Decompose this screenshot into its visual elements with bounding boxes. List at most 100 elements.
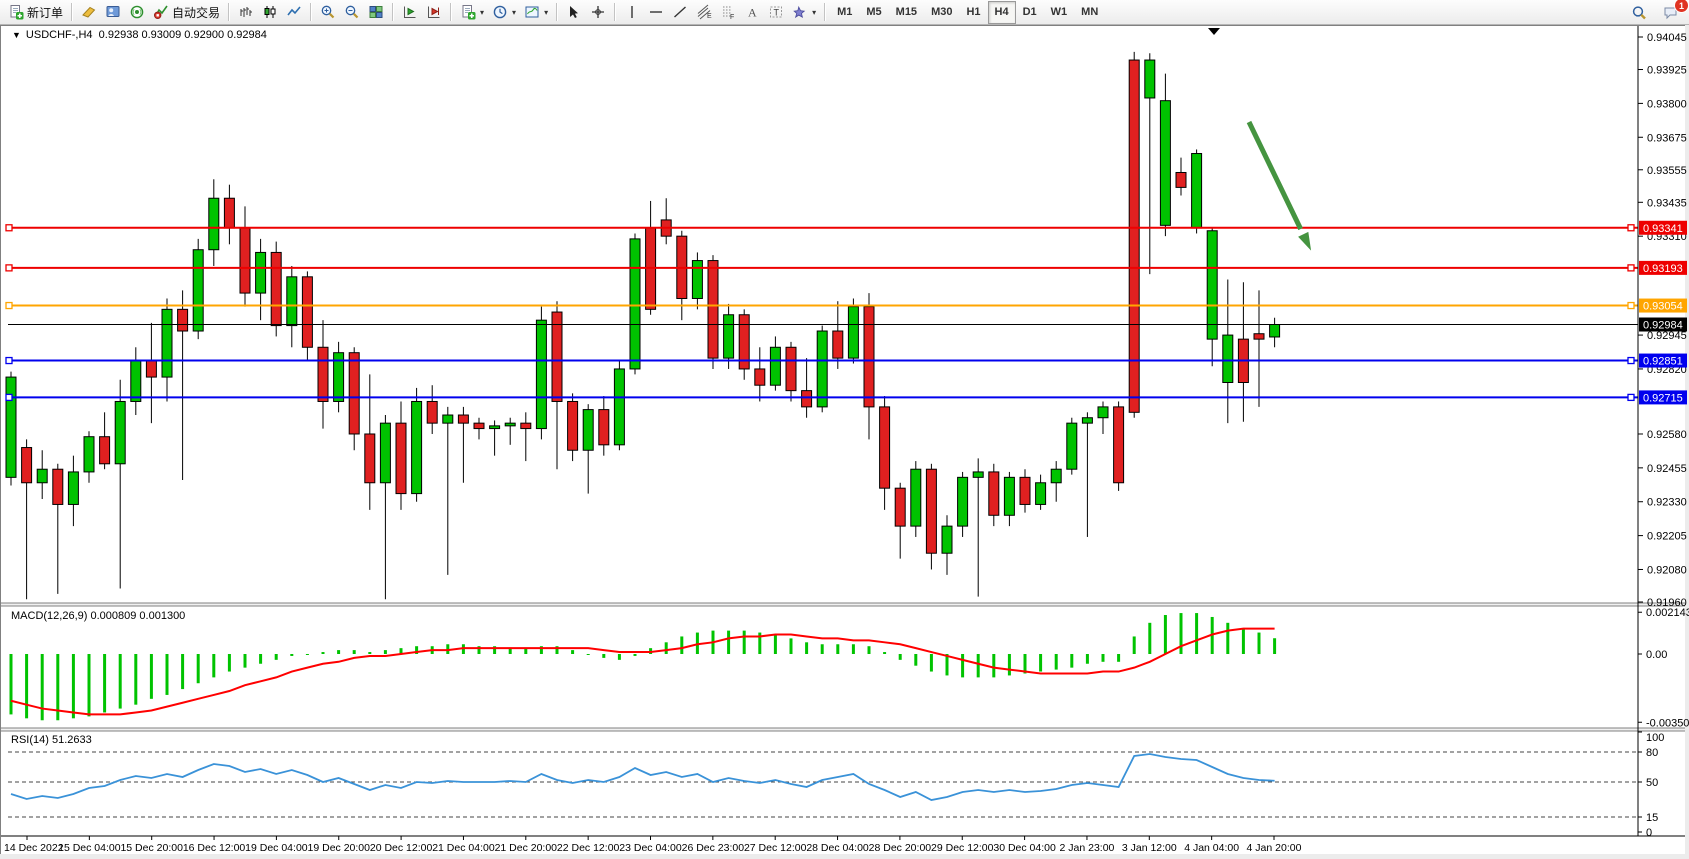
template-icon [525,6,539,18]
grid-f-icon: F [723,6,734,20]
green-signal-icon [130,5,144,19]
toolbar-separator [450,3,453,21]
rsi-value: 51.2633 [51,734,92,746]
time-axis-label: 21 Dec 04:00 [432,842,495,854]
rsi-axis-tick: 80 [1646,747,1658,759]
time-axis-label: 22 Dec 12:00 [557,842,620,854]
price-axis-tick: 0.92455 [1647,463,1687,475]
rsi-line [10,753,1275,801]
main-toolbar: 新订单 自动交易 ▾ ▾ ▾ E F A T ▾ M1 M5 M15 M30 H1 H4 D1 W1 MN 1 [0,0,1689,25]
time-axis-label: 15 Dec 04:00 [58,842,121,854]
time-axis-label: 4 Jan 20:00 [1247,842,1302,854]
time-axis-label: 16 Dec 12:00 [183,842,246,854]
time-axis-label: 19 Dec 04:00 [245,842,308,854]
crosshair-button[interactable] [586,1,610,24]
autoscroll-icon [404,6,416,18]
bar-chart-button[interactable] [234,1,258,24]
svg-text:F: F [730,14,734,20]
tile-windows-button[interactable] [364,1,388,24]
profiles-button[interactable]: ▾ [488,1,520,24]
trendline-button[interactable] [668,1,692,24]
macd-signal-line [10,627,1275,716]
toolbar-separator [392,3,395,21]
price-level-tag: 0.92851 [1643,356,1683,368]
zoom-in-button[interactable] [316,1,340,24]
svg-text:T: T [774,8,780,18]
search-button[interactable] [1627,1,1651,24]
fibonacci-button[interactable]: E [692,1,716,24]
timeframe-h1-button[interactable]: H1 [966,6,981,18]
time-axis-label: 14 Dec 2022 [4,842,64,854]
templates-button[interactable]: ▾ [520,1,552,24]
price-level-tag: 0.93054 [1643,301,1683,313]
price-axis-tick: 0.92080 [1647,564,1687,576]
time-axis-label: 19 Dec 20:00 [308,842,371,854]
timeframe-m30-button[interactable]: M30 [931,6,953,18]
chart-shift-button[interactable] [422,1,446,24]
text-label-button[interactable]: T [764,1,788,24]
zoom-in-icon [321,5,335,19]
vertical-line-button[interactable] [620,1,644,24]
timeframe-m5-button[interactable]: M5 [866,6,882,18]
macd-values: 0.000809 0.001300 [90,610,186,622]
chart-title-collapse-icon[interactable]: ▼ [12,30,21,40]
price-level-tag: 0.92715 [1643,392,1683,404]
rsi-axis-tick: 0 [1646,827,1652,839]
timeframe-m1-button[interactable]: M1 [837,6,853,18]
toolbar-separator [614,3,617,21]
autotrade-icon [154,5,168,20]
text-button[interactable]: A [740,1,764,24]
price-axis-tick: 0.93800 [1647,98,1687,110]
rsi-axis-tick: 15 [1646,812,1658,824]
linechart-icon [287,6,301,16]
toolbar-separator [824,3,827,21]
svg-text:E: E [707,13,712,20]
cursor-button[interactable] [562,1,586,24]
price-level-tag: 0.93341 [1643,223,1683,235]
timeframe-mn-button[interactable]: MN [1081,6,1099,18]
horizontal-line-button[interactable] [644,1,668,24]
timeframe-w1-button[interactable]: W1 [1050,6,1068,18]
vline-icon [631,6,633,18]
chat-button[interactable]: 1 [1659,0,1689,24]
toolbar-separator [310,3,313,21]
timeframe-d1-button[interactable]: D1 [1022,6,1037,18]
tiles-icon [369,6,383,18]
doc-plus-icon [10,5,24,20]
fibo-icon: E [697,4,712,20]
market-watch-button[interactable] [101,1,125,24]
candlestick-chart-button[interactable] [258,1,282,24]
time-axis-label: 23 Dec 04:00 [619,842,682,854]
price-axis-tick: 0.93435 [1647,197,1687,209]
arrows-button[interactable]: ▾ [788,1,820,24]
timeframe-m15-button[interactable]: M15 [895,6,918,18]
time-axis-label: 30 Dec 04:00 [993,842,1056,854]
macd-indicator-label: MACD(12,26,9) 0.000809 0.001300 [11,610,185,622]
cursor-icon [570,6,579,18]
signals-button[interactable] [125,1,149,24]
text-a-icon: A [748,6,757,20]
new-order-button[interactable]: 新订单 [4,1,67,24]
auto-scroll-button[interactable] [398,1,422,24]
timeframe-h4-button[interactable]: H4 [987,0,1016,24]
chart-ohlc-values: 0.92938 0.93009 0.92900 0.92984 [98,29,267,41]
search-icon [1632,5,1646,19]
rsi-axis-tick: 50 [1646,777,1658,789]
channels-button[interactable]: F [716,1,740,24]
time-axis-label: 2 Jan 23:00 [1060,842,1115,854]
trendline-icon [674,6,687,18]
autotrading-button[interactable]: 自动交易 [149,1,224,24]
line-chart-button[interactable] [282,1,306,24]
rsi-indicator-label: RSI(14) 51.2633 [11,734,92,746]
new-chart-button[interactable]: ▾ [456,1,488,24]
toolbar-separator [556,3,559,21]
macd-name: MACD(12,26,9) [11,610,88,622]
zoom-out-button[interactable] [340,1,364,24]
toolbar-separator [71,3,74,21]
rsi-axis-tick: 100 [1646,732,1664,744]
price-shift-marker [1208,28,1220,35]
notification-badge: 1 [1674,0,1689,13]
price-axis-tick: 0.93555 [1647,165,1687,177]
metaeditor-button[interactable] [77,1,101,24]
